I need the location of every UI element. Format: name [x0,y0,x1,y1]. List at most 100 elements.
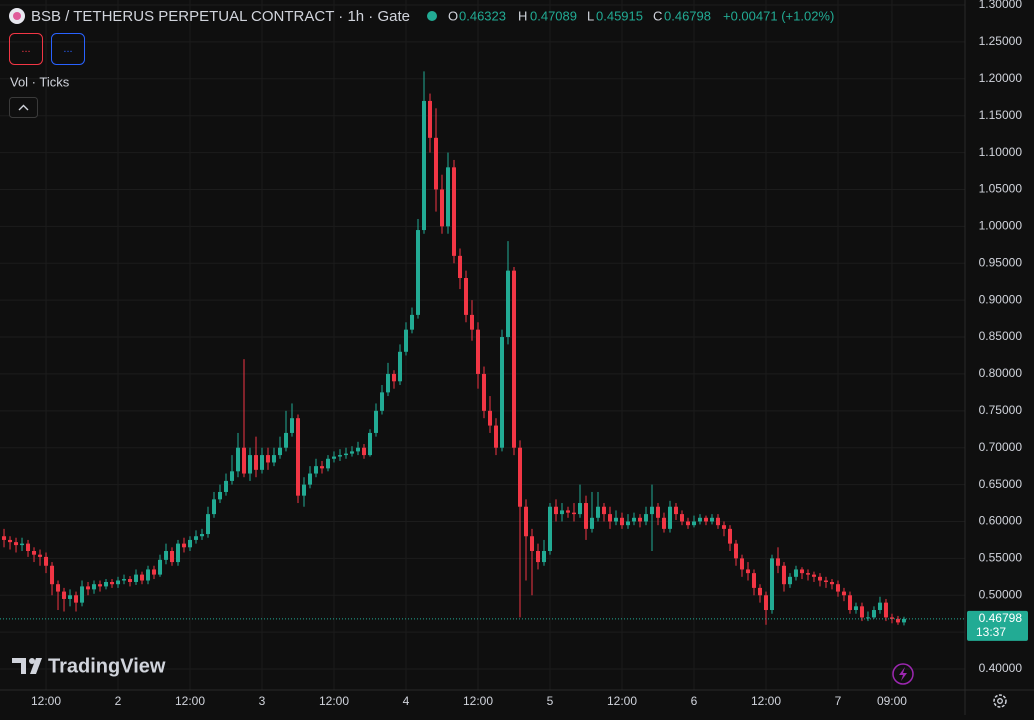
candle-body [320,466,325,469]
candle-body [470,314,475,330]
y-tick-label: 0.55000 [979,551,1023,565]
candle-body [769,558,774,611]
candle-body [68,595,73,599]
candle-body [326,458,331,469]
candle-body [625,521,630,526]
candle-body [140,574,145,581]
candle-body [80,586,85,603]
candle-body [721,525,726,529]
candle-body [122,579,127,581]
market-status [427,11,437,21]
candle-body [410,314,415,330]
candle-body [332,456,337,459]
candle-body [601,506,606,515]
candle-body [895,618,900,623]
candle-body [428,100,433,138]
candle-body [589,517,594,529]
countdown-label: 13:37 [976,625,1006,639]
settings-gear-center [997,698,1003,704]
candle-body [799,569,804,574]
candle-body [458,255,463,279]
indicator-button-dots: ... [63,43,72,55]
candle-body [446,167,451,227]
candle-body [529,536,534,551]
candle-body [499,337,504,448]
alert-icon [899,667,907,681]
candle-body [649,506,654,515]
candle-body [440,189,445,227]
indicator-button[interactable] [9,33,43,65]
candle-body [2,536,7,540]
brand-logo-dot [29,658,35,664]
candle-body [284,432,289,448]
candle-body [416,230,421,315]
candle-body [302,484,307,496]
indicator-label[interactable]: Vol · Ticks [10,74,70,89]
candle-body [697,517,702,522]
alert-button[interactable] [892,663,914,685]
candle-body [787,576,792,585]
candle-body [434,137,439,190]
candle-body [260,455,265,470]
candle-body [236,447,241,472]
candle-body [26,543,31,551]
candle-body [362,447,367,456]
brand-name: TradingView [48,655,166,677]
candle-body [643,514,648,522]
candle-body [344,453,349,456]
candle-body [104,581,109,587]
grid [0,0,965,690]
y-tick-label: 1.20000 [979,71,1023,85]
candle-body [158,559,163,575]
header: BSB / TETHERUS PERPETUAL CONTRACT · 1h ·… [9,8,834,118]
candle-body [110,581,115,585]
candle-body [523,506,528,537]
candle-body [715,517,720,526]
candle-body [877,602,882,611]
ohlc-label: L [587,8,594,23]
candle-body [505,270,510,338]
y-tick-label: 1.15000 [979,108,1023,122]
candle-body [128,579,133,582]
candle-body [535,550,540,563]
candle-body [86,586,91,590]
collapse-button[interactable] [9,97,38,118]
candle-body [50,565,55,585]
x-tick-label: 3 [259,694,266,708]
ohlc-value: 0.45915 [596,8,643,23]
candle-body [206,514,211,535]
symbol-icon-dot [13,12,21,20]
candle-body [835,584,840,592]
y-tick-label: 1.10000 [979,145,1023,159]
y-tick-label: 0.80000 [979,366,1023,380]
x-tick-label: 4 [403,694,410,708]
y-tick-label: 0.40000 [979,661,1023,675]
indicator-button[interactable] [51,33,85,65]
settings-button[interactable] [993,694,1007,708]
last-price-label: 0.46798 [979,611,1023,625]
candle-body [164,550,169,560]
candle-body [637,517,642,522]
candle-body [296,418,301,496]
candle-body [781,565,786,585]
candle-body [631,517,636,522]
candle-body [577,503,582,515]
candle-body [20,543,25,546]
axes: 0.400000.450000.500000.550000.600000.650… [31,0,1028,708]
candle-body [338,455,343,457]
candle-body [74,595,79,603]
x-tick-label: 12:00 [319,694,349,708]
y-tick-label: 0.95000 [979,255,1023,269]
candle-body [188,539,193,548]
candle-body [487,410,492,426]
chart-title[interactable]: BSB / TETHERUS PERPETUAL CONTRACT · 1h ·… [31,8,410,25]
candle-body [398,351,403,382]
candle-body [194,536,199,540]
candle-body [871,610,876,618]
y-tick-label: 0.60000 [979,514,1023,528]
x-tick-label: 7 [835,694,842,708]
candle-body [889,617,894,619]
y-tick-label: 1.30000 [979,0,1023,11]
y-tick-label: 0.50000 [979,587,1023,601]
